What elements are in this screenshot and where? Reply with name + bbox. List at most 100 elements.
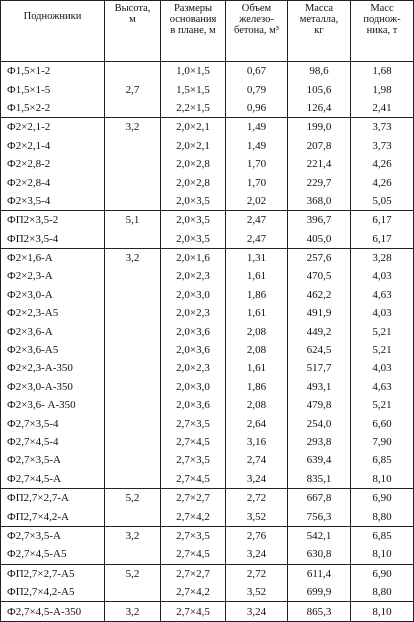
row-group: Ф2,7×3,5-А 3,2 2,7×3,5 2,76 542,1 6,85 Ф2,7×4,… [0,526,414,565]
table-cell: 229,7 [287,173,351,192]
table-cell: Ф1,5×1-2 [0,61,105,81]
table-cell: 3,2 [104,526,161,546]
table-cell: ФП2×3,5-2 [0,210,105,230]
table-cell [104,507,161,527]
table-cell: 517,7 [287,359,351,378]
table-cell: 835,1 [287,469,351,489]
table-cell: 221,4 [287,154,351,174]
table-cell: 1,61 [225,267,288,286]
table-cell: 639,4 [287,451,351,470]
table-cell: 2,47 [225,210,288,230]
table-cell: 0,79 [225,80,288,99]
table-cell: 7,90 [350,432,414,452]
table-row: Ф2×3,6-А 2,0×3,6 2,08 449,2 5,21 [0,322,414,341]
table-row: Ф2×3,6- А-350 2,0×3,6 2,08 479,8 5,21 [0,396,414,415]
table-cell: 1,68 [350,61,414,81]
table-row: Ф2,7×4,5-А5 2,7×4,5 3,24 630,8 8,10 [0,545,414,565]
table-cell [104,191,161,211]
table-cell: 3,52 [225,582,288,602]
row-group: Ф2,7×4,5-А-350 3,2 2,7×4,5 3,24 865,3 8,10 [0,601,414,622]
table-cell: 1,86 [225,377,288,397]
table-cell: 624,5 [287,340,351,360]
table-cell: Ф2×2,3-А [0,267,105,286]
table-cell: 2,08 [225,396,288,415]
table-cell: 756,3 [287,507,351,527]
table-cell [104,285,161,305]
table-cell: 2,72 [225,488,288,508]
table-cell: 2,7 [104,80,161,99]
table-row: Ф2×2,8-4 2,0×2,8 1,70 229,7 4,26 [0,173,414,192]
table-cell: Ф2×2,8-4 [0,173,105,192]
header-cell: Масса металла, кг [287,0,351,62]
table-cell: 3,24 [225,545,288,565]
table-cell: 6,90 [350,488,414,508]
table-row: ФП2×3,5-4 2,0×3,5 2,47 405,0 6,17 [0,229,414,249]
table-cell: 2,7×4,5 [160,432,226,452]
table-cell: 3,2 [104,601,161,622]
table-cell: 1,61 [225,359,288,378]
table-cell [104,432,161,452]
table-cell: 1,31 [225,248,288,268]
table-cell: 2,0×3,0 [160,377,226,397]
table-cell: 1,61 [225,304,288,323]
table-cell: Ф2×1,6-А [0,248,105,268]
table-cell: 2,0×2,1 [160,136,226,155]
table-cell: 8,80 [350,582,414,602]
table-cell: Ф2×2,1-4 [0,136,105,155]
table-cell: Ф2×3,0-А [0,285,105,305]
table-cell: 6,17 [350,210,414,230]
table-cell: 4,63 [350,285,414,305]
table-row: Ф2×3,0-А-350 2,0×3,0 1,86 493,1 4,63 [0,377,414,397]
table-cell: 1,98 [350,80,414,99]
row-group: Ф2×2,1-2 3,2 2,0×2,1 1,49 199,0 3,73 Ф2×2,1-4 2… [0,117,414,211]
table-row: ФП2,7×4,2-А5 2,7×4,2 3,52 699,9 8,80 [0,582,414,602]
table-cell: 254,0 [287,414,351,433]
table-cell: 2,0×3,6 [160,322,226,341]
table-cell: 2,0×3,5 [160,210,226,230]
header-cell: Высота, м [104,0,161,62]
table-cell: 2,7×4,2 [160,507,226,527]
table-cell: 865,3 [287,601,351,622]
table-cell: 2,47 [225,229,288,249]
table-cell: ФП2,7×4,2-А [0,507,105,527]
table-cell: 5,21 [350,396,414,415]
table-cell: 699,9 [287,582,351,602]
table-cell: 5,2 [104,488,161,508]
table-row: Ф2×2,1-2 3,2 2,0×2,1 1,49 199,0 3,73 [0,117,414,137]
table-cell: 2,0×1,6 [160,248,226,268]
table-row: Ф2×3,0-А 2,0×3,0 1,86 462,2 4,63 [0,285,414,305]
table-cell: Ф2×3,6- А-350 [0,396,105,415]
header-cell: Масс поднож- ника, т [350,0,414,62]
table-cell: 2,0×2,8 [160,154,226,174]
table-cell: ФП2,7×2,7-А [0,488,105,508]
table-cell: 6,90 [350,564,414,583]
table-cell: 8,10 [350,469,414,489]
table-cell: 368,0 [287,191,351,211]
table-cell [104,340,161,360]
table-cell: 1,49 [225,136,288,155]
table-cell: 667,8 [287,488,351,508]
table-row: Ф2×2,1-4 2,0×2,1 1,49 207,8 3,73 [0,136,414,155]
table-cell [104,451,161,470]
header-cell: Объем железо- бетона, м³ [225,0,288,62]
table-row: Ф2×2,3-А-350 2,0×2,3 1,61 517,7 4,03 [0,359,414,378]
table-row: Ф2×3,6-А5 2,0×3,6 2,08 624,5 5,21 [0,340,414,360]
table-cell [104,61,161,81]
table-cell: 126,4 [287,98,351,118]
table-cell: 6,85 [350,526,414,546]
table-row: ФП2×3,5-2 5,1 2,0×3,5 2,47 396,7 6,17 [0,210,414,230]
table-row: Ф2,7×4,5-4 2,7×4,5 3,16 293,8 7,90 [0,432,414,452]
table-cell: 4,63 [350,377,414,397]
table-cell: 8,80 [350,507,414,527]
table-row: Ф2,7×3,5-4 2,7×3,5 2,64 254,0 6,60 [0,414,414,433]
table-cell: Ф2×3,5-4 [0,191,105,211]
table-cell: 462,2 [287,285,351,305]
table-cell: 2,7×3,5 [160,414,226,433]
table-cell [104,173,161,192]
table-row: Ф2×2,3-А5 2,0×2,3 1,61 491,9 4,03 [0,304,414,323]
table-cell: Ф2×3,0-А-350 [0,377,105,397]
table-cell: 6,60 [350,414,414,433]
table-cell: 8,10 [350,545,414,565]
table-cell: Ф2,7×3,5-4 [0,414,105,433]
